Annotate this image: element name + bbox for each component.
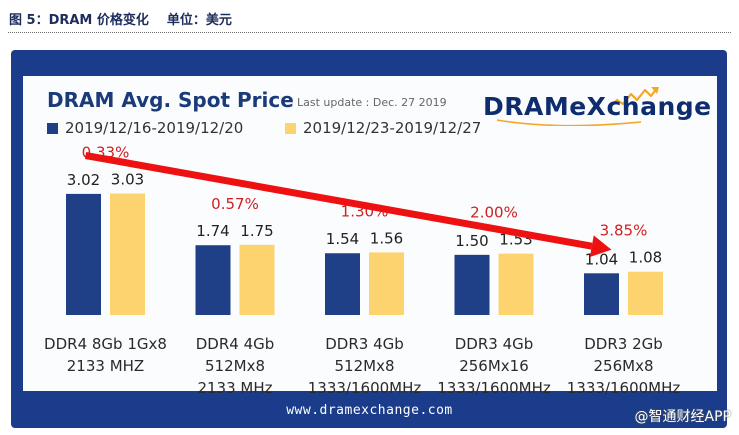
legend-item-week2: 2019/12/23-2019/12/27	[285, 119, 482, 137]
dramexchange-logo: DRAMeXchange	[483, 86, 715, 130]
bar-week2-0	[110, 193, 145, 315]
bar-week2-2	[369, 252, 404, 315]
legend-label-week2: 2019/12/23-2019/12/27	[303, 119, 482, 137]
figure-caption: 图 5：DRAM 价格变化 单位：美元	[9, 9, 232, 28]
unit-label: 单位：美元	[166, 13, 232, 28]
category-label: 256Mx8	[594, 357, 654, 375]
trend-arrow-shaft	[84, 152, 593, 250]
change-percent-label: 0.57%	[211, 195, 259, 213]
footer-url: www.dramexchange.com	[286, 403, 453, 418]
category-label: 1333/1600MHz	[308, 379, 422, 397]
logo-swoosh-icon	[496, 87, 659, 126]
trend-arrow-head	[589, 235, 612, 257]
category-label: DDR3 4Gb	[455, 335, 534, 353]
last-update-label: Last update : Dec. 27 2019	[297, 96, 447, 109]
data-label: 3.03	[111, 170, 144, 188]
bar-week2-1	[239, 244, 275, 315]
category-label: DDR3 2Gb	[584, 335, 663, 353]
watermark: @智通财经APP	[634, 409, 731, 425]
legend-swatch-week2	[285, 122, 296, 134]
data-label: 3.02	[67, 171, 100, 189]
data-label: 1.54	[326, 230, 359, 248]
caption-divider	[8, 32, 731, 33]
category-label: 1333/1600MHz	[437, 379, 551, 397]
change-percent-label: 3.85%	[600, 222, 648, 240]
chart-title: DRAM Avg. Spot Price	[47, 88, 294, 112]
category-label: 1333/1600MHz	[567, 379, 681, 397]
data-label: 1.50	[455, 232, 488, 250]
logo-wordmark: DRAMeXchange	[483, 92, 712, 121]
category-label: 512Mx8	[205, 357, 265, 375]
data-label: 1.75	[240, 222, 273, 240]
figure-label: 图 5：DRAM 价格变化	[9, 13, 149, 28]
bar-week1-0	[66, 193, 101, 315]
bar-week1-3	[454, 254, 490, 315]
data-label: 1.74	[196, 222, 229, 240]
category-label: 512Mx8	[335, 357, 395, 375]
data-label: 1.08	[629, 249, 662, 267]
legend-item-week1: 2019/12/16-2019/12/20	[47, 119, 244, 137]
bar-week1-1	[195, 245, 231, 315]
change-percent-label: 2.00%	[470, 204, 518, 222]
bar-week2-4	[628, 271, 663, 315]
legend-label-week1: 2019/12/16-2019/12/20	[65, 119, 244, 137]
bar-week1-4	[584, 273, 619, 315]
category-label: DDR4 4Gb	[196, 335, 275, 353]
category-label: DDR4 8Gb 1Gx8	[44, 335, 167, 353]
bar-week2-3	[498, 253, 534, 315]
bar-week1-2	[325, 253, 360, 315]
category-label: 2133 MHZ	[67, 357, 144, 375]
category-label: DDR3 4Gb	[325, 335, 404, 353]
category-label: 256Mx16	[459, 357, 529, 375]
data-label: 1.56	[370, 229, 403, 247]
legend-swatch-week1	[47, 122, 58, 134]
category-label: 2133 MHz	[197, 379, 272, 397]
